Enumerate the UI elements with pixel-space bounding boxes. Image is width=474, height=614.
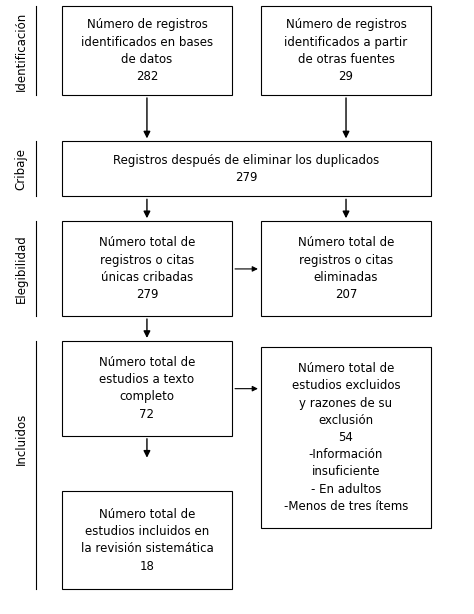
Text: eliminadas: eliminadas xyxy=(314,271,378,284)
Text: -Información: -Información xyxy=(309,448,383,461)
Text: completo: completo xyxy=(119,391,174,403)
Text: únicas cribadas: únicas cribadas xyxy=(101,271,193,284)
Text: y razones de su: y razones de su xyxy=(300,397,392,410)
Text: Número total de: Número total de xyxy=(99,236,195,249)
FancyBboxPatch shape xyxy=(62,341,232,436)
Text: insuficiente: insuficiente xyxy=(312,465,380,478)
Text: 279: 279 xyxy=(235,171,258,184)
Text: - En adultos: - En adultos xyxy=(311,483,381,495)
Text: la revisión sistemática: la revisión sistemática xyxy=(81,542,213,556)
Text: Número total de: Número total de xyxy=(99,356,195,369)
Text: Número total de: Número total de xyxy=(99,508,195,521)
Text: 279: 279 xyxy=(136,288,158,301)
FancyBboxPatch shape xyxy=(261,6,431,95)
Text: 282: 282 xyxy=(136,70,158,83)
Text: Incluidos: Incluidos xyxy=(15,413,28,465)
Text: identificados en bases: identificados en bases xyxy=(81,36,213,49)
Text: estudios excluidos: estudios excluidos xyxy=(292,379,401,392)
Text: de datos: de datos xyxy=(121,53,173,66)
Text: de otras fuentes: de otras fuentes xyxy=(298,53,394,66)
Text: Identificación: Identificación xyxy=(15,11,28,91)
Text: Número total de: Número total de xyxy=(298,236,394,249)
Text: Registros después de eliminar los duplicados: Registros después de eliminar los duplic… xyxy=(113,154,380,167)
Text: Número total de: Número total de xyxy=(298,362,394,375)
Text: estudios incluidos en: estudios incluidos en xyxy=(85,525,209,538)
Text: 54: 54 xyxy=(338,431,354,444)
FancyBboxPatch shape xyxy=(62,221,232,316)
FancyBboxPatch shape xyxy=(62,491,232,589)
FancyBboxPatch shape xyxy=(261,221,431,316)
Text: -Menos de tres ítems: -Menos de tres ítems xyxy=(284,500,408,513)
Text: 207: 207 xyxy=(335,288,357,301)
FancyBboxPatch shape xyxy=(62,6,232,95)
Text: identificados a partir: identificados a partir xyxy=(284,36,408,49)
Text: 18: 18 xyxy=(139,559,155,573)
FancyBboxPatch shape xyxy=(261,347,431,528)
Text: exclusión: exclusión xyxy=(319,414,374,427)
Text: Elegibilidad: Elegibilidad xyxy=(15,235,28,303)
Text: registros o citas: registros o citas xyxy=(299,254,393,266)
Text: 72: 72 xyxy=(139,408,155,421)
FancyBboxPatch shape xyxy=(62,141,431,196)
Text: Número de registros: Número de registros xyxy=(285,18,407,31)
Text: Número de registros: Número de registros xyxy=(86,18,208,31)
Text: 29: 29 xyxy=(338,70,354,83)
Text: registros o citas: registros o citas xyxy=(100,254,194,266)
Text: Cribaje: Cribaje xyxy=(15,148,28,190)
Text: estudios a texto: estudios a texto xyxy=(100,373,194,386)
